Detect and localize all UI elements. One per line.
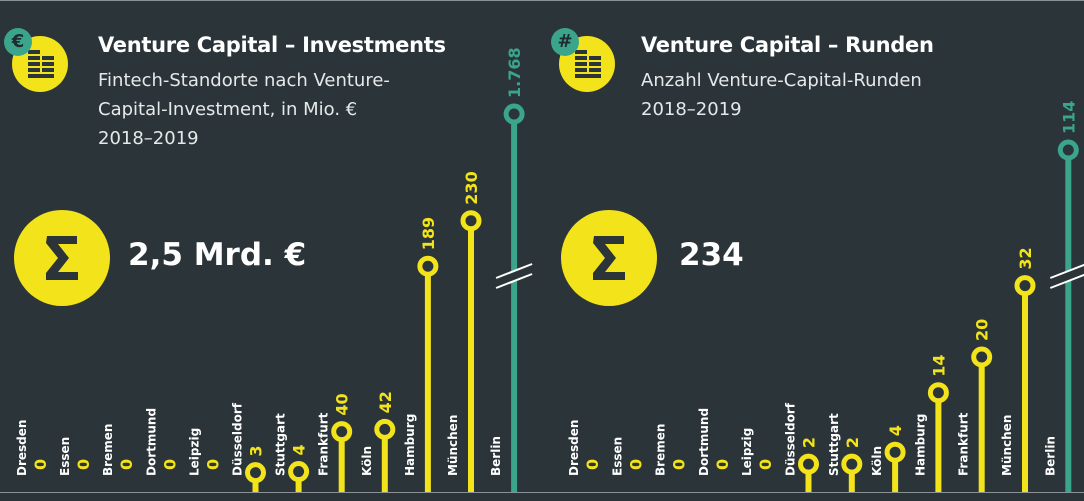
category-label: Leipzig [187, 428, 201, 476]
category-label: Leipzig [740, 428, 754, 476]
lollipop-point [884, 441, 906, 463]
category-label: Dortmund [144, 408, 158, 476]
lollipop-point [841, 453, 863, 475]
category-label: Frankfurt [317, 412, 331, 476]
category-label: Dortmund [697, 408, 711, 476]
value-label: 1.768 [505, 47, 524, 98]
lollipop-point [503, 103, 525, 125]
value-label: 0 [74, 459, 93, 470]
value-label: 0 [626, 459, 645, 470]
category-label: Berlin [489, 436, 503, 476]
sigma-icon [561, 210, 657, 306]
lollipop-point [927, 382, 949, 404]
euro-coin-stack-icon: € [4, 28, 68, 92]
value-label: 0 [713, 459, 732, 470]
value-label: 20 [973, 319, 992, 341]
investments-panel: € Venture Capital – Investments Fintech-… [0, 0, 545, 492]
subtitle-line: 2018–2019 [98, 128, 199, 149]
category-label: Köln [360, 446, 374, 476]
axis-break-mark [495, 263, 533, 289]
coin-stack-icon [575, 50, 601, 78]
panel-title: Venture Capital – Runden [641, 33, 934, 57]
value-label: 42 [376, 391, 395, 413]
category-label: Bremen [101, 424, 115, 476]
category-label: Dresden [567, 420, 581, 476]
category-label: Stuttgart [827, 413, 841, 476]
total-value: 2,5 Mrd. € [128, 237, 307, 273]
value-label: 14 [929, 354, 948, 376]
category-label: Köln [870, 446, 884, 476]
total-value: 234 [679, 237, 744, 273]
lollipop-point [331, 421, 353, 443]
subtitle-line: Fintech-Standorte nach Venture- [98, 70, 390, 91]
category-label: Düsseldorf [784, 402, 798, 476]
hash-coin-stack-icon: # [551, 28, 615, 92]
top-rule [0, 0, 1084, 1]
value-label: 0 [756, 459, 775, 470]
value-label: 40 [333, 393, 352, 415]
category-label: Hamburg [403, 414, 417, 476]
value-label: 2 [843, 437, 862, 448]
lollipop-point [1014, 275, 1036, 297]
value-label: 4 [290, 444, 309, 455]
panel-title: Venture Capital – Investments [98, 33, 446, 57]
value-label: 2 [800, 437, 819, 448]
lollipop-point [374, 418, 396, 440]
value-label: 230 [462, 171, 481, 204]
category-label: Essen [610, 437, 624, 476]
lollipop-point [1057, 139, 1079, 161]
value-label: 0 [670, 459, 689, 470]
value-label: 0 [203, 459, 222, 470]
bottom-rule [0, 492, 1084, 493]
category-label: Düsseldorf [231, 402, 245, 476]
lollipop-point [798, 453, 819, 475]
panel-subtitle: Anzahl Venture-Capital-Runden 2018–2019 [641, 66, 922, 124]
lollipop-point [460, 210, 482, 232]
value-label: 0 [583, 459, 602, 470]
value-label: 0 [160, 459, 179, 470]
lollipop-point [288, 461, 310, 483]
category-label: Bremen [654, 424, 668, 476]
lollipop-point [245, 462, 266, 484]
lollipop-point [971, 346, 993, 368]
value-label: 114 [1059, 101, 1078, 134]
value-label: 32 [1016, 247, 1035, 269]
value-label: 4 [886, 425, 905, 436]
investments-lollipop-chart: Dresden 0 Essen 0 Bremen 0 Dortmund 0 Leipzig 0 Dü… [15, 47, 533, 492]
category-label: Berlin [1043, 436, 1057, 476]
category-label: München [446, 415, 460, 476]
subtitle-line: 2018–2019 [641, 99, 742, 120]
category-label: Dresden [15, 420, 29, 476]
category-label: Stuttgart [274, 413, 288, 476]
euro-badge: € [4, 28, 32, 56]
subtitle-line: Anzahl Venture-Capital-Runden [641, 70, 922, 91]
panel-subtitle: Fintech-Standorte nach Venture- Capital-… [98, 66, 390, 153]
value-label: 189 [419, 217, 438, 250]
rounds-panel: # Venture Capital – Runden Anzahl Ventur… [545, 0, 1084, 492]
value-label: 0 [117, 459, 136, 470]
subtitle-line: Capital-Investment, in Mio. € [98, 99, 358, 120]
value-label: 0 [31, 459, 50, 470]
category-label: Hamburg [913, 414, 927, 476]
sigma-icon [14, 210, 110, 306]
value-label: 3 [247, 446, 266, 457]
lollipop-point [417, 255, 439, 277]
hash-badge: # [551, 28, 579, 56]
coin-stack-icon [28, 50, 54, 78]
category-label: München [1000, 415, 1014, 476]
axis-break-mark [1049, 263, 1084, 289]
category-label: Essen [58, 437, 72, 476]
category-label: Frankfurt [957, 412, 971, 476]
